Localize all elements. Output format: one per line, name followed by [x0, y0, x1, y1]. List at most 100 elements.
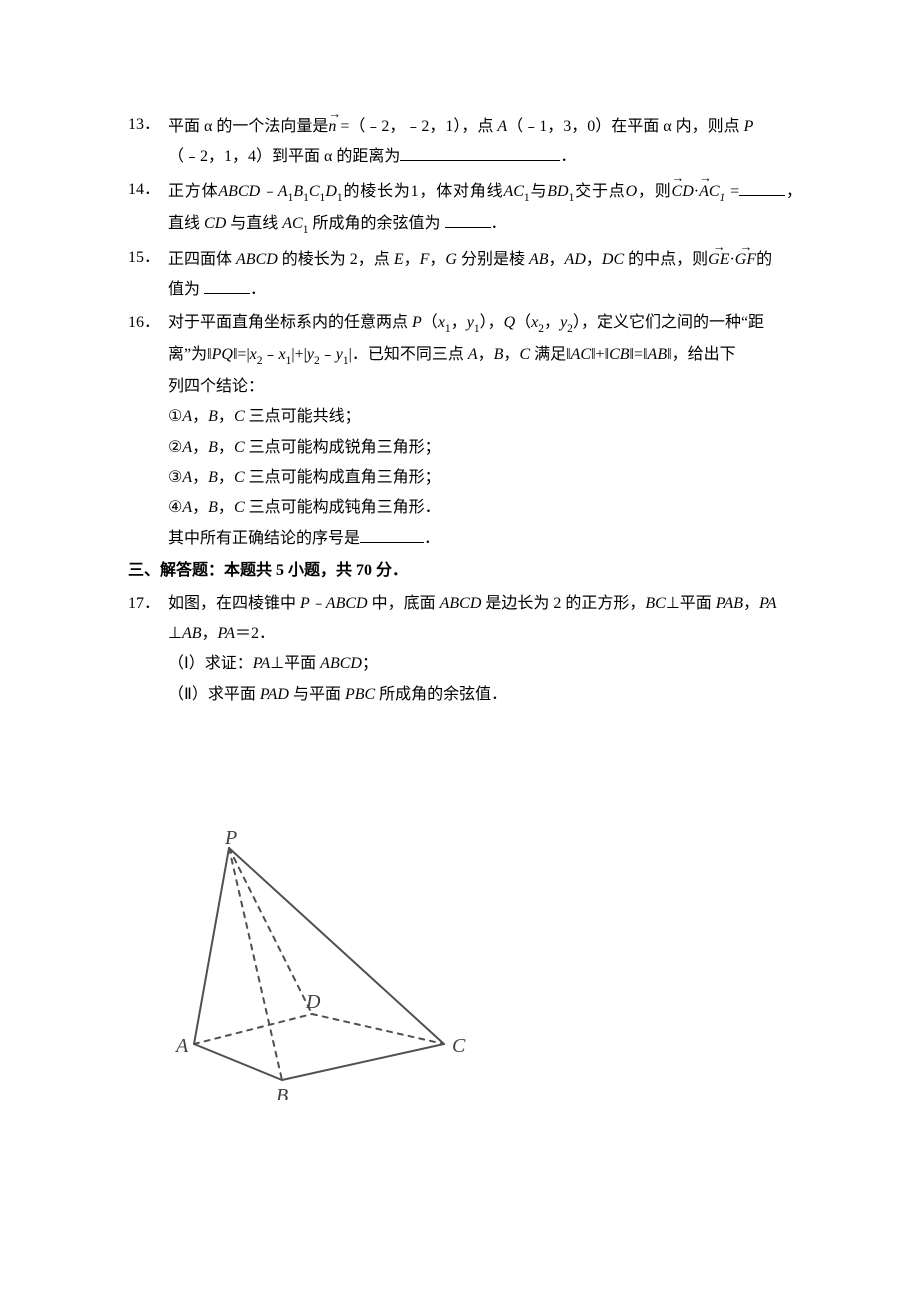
- text: F: [420, 251, 430, 268]
- text: PQ: [212, 346, 233, 363]
- text: Q: [504, 314, 516, 331]
- text: 正四面体: [168, 251, 236, 268]
- text: ．: [250, 281, 266, 298]
- text: ，: [192, 408, 208, 425]
- fill-blank: [445, 214, 491, 228]
- sub: 1: [320, 192, 326, 204]
- text: ，则: [637, 183, 671, 200]
- text: C: [234, 499, 245, 516]
- question-body: 平面 α 的一个法向量是n =（﹣2，﹣2，1），点 A（﹣1，3，0）在平面 …: [168, 110, 802, 173]
- text: AD: [565, 251, 586, 268]
- q15-line1: 正四面体 ABCD 的棱长为 2，点 E，F，G 分别是棱 AB，AD，DC 的…: [168, 243, 802, 275]
- sub: 1: [337, 192, 343, 204]
- question-13: 13． 平面 α 的一个法向量是n =（﹣2，﹣2，1），点 A（﹣1，3，0）…: [128, 110, 802, 173]
- text: （﹣1，3，0）在平面 α 内，则点: [507, 118, 743, 135]
- text: ，: [544, 314, 560, 331]
- fill-blank: [400, 148, 560, 162]
- text: PA: [759, 595, 776, 612]
- text: C: [309, 183, 320, 200]
- fill-blank: [739, 182, 785, 196]
- q13-line1: 平面 α 的一个法向量是n =（﹣2，﹣2，1），点 A（﹣1，3，0）在平面 …: [168, 110, 802, 142]
- question-number: 17．: [128, 589, 168, 619]
- question-number: 14．: [128, 175, 168, 205]
- text: ，: [586, 251, 602, 268]
- text: y: [307, 346, 314, 363]
- text: ，: [503, 346, 519, 363]
- text: PA: [218, 625, 235, 642]
- text: y: [336, 346, 343, 363]
- text: 是边长为 2 的正方形，: [481, 595, 645, 612]
- text: ），: [480, 314, 504, 331]
- text: ，: [218, 499, 234, 516]
- q14-line2: 直线 CD 与直线 AC1 所成角的余弦值为 ．: [168, 209, 802, 241]
- text: 三点可能共线；: [245, 408, 361, 425]
- text: A: [468, 346, 478, 363]
- text: 三点可能构成直角三角形；: [245, 469, 441, 486]
- text: 值为: [168, 281, 204, 298]
- text: AB: [648, 346, 668, 363]
- section-title: 三、解答题：本题共 5 小题，共 70 分．: [128, 556, 802, 586]
- text: B: [208, 499, 218, 516]
- question-body: 对于平面直角坐标系内的任意两点 P（x1，y1），Q（x2，y2），定义它们之间…: [168, 308, 802, 554]
- text: ，: [201, 625, 217, 642]
- text: 所成角的余弦值．: [375, 686, 507, 703]
- vector-n: n: [328, 110, 336, 142]
- sub: 1: [286, 355, 292, 367]
- text: PA: [253, 655, 270, 672]
- question-number: 15．: [128, 243, 168, 273]
- sub: 1: [303, 224, 309, 236]
- text: ，: [218, 469, 234, 486]
- svg-text:P: P: [224, 830, 237, 849]
- text: 正方体: [168, 183, 218, 200]
- vector-AC1: AC1: [699, 175, 725, 209]
- text: E: [394, 251, 404, 268]
- question-body: 正方体ABCD﹣A1B1C1D1的棱长为1，体对角线AC1与BD1交于点O，则C…: [168, 175, 802, 241]
- fill-blank: [204, 281, 250, 295]
- text: D: [325, 183, 337, 200]
- text: PBC: [345, 686, 375, 703]
- text: ；: [362, 655, 378, 672]
- text: 离”为‖: [168, 346, 212, 363]
- text: C: [234, 408, 245, 425]
- text: ，: [218, 439, 234, 456]
- text: ABCD: [320, 655, 362, 672]
- text: G: [445, 251, 457, 268]
- text: ‖+‖: [591, 346, 609, 363]
- text: 如图，在四棱锥中: [168, 595, 300, 612]
- text: ‖=|: [233, 346, 250, 363]
- text: ⊥平面: [270, 655, 320, 672]
- page: 13． 平面 α 的一个法向量是n =（﹣2，﹣2，1），点 A（﹣1，3，0）…: [0, 0, 920, 1302]
- text: ．: [491, 215, 507, 232]
- text: 平面 α 的一个法向量是: [168, 118, 328, 135]
- sub: 1: [524, 192, 530, 204]
- text: 分别是棱: [457, 251, 529, 268]
- text: ，: [192, 439, 208, 456]
- text: A: [182, 499, 192, 516]
- text: 的棱长为 2，点: [278, 251, 394, 268]
- text: ，: [451, 314, 467, 331]
- text: 所成角的余弦值为: [308, 215, 444, 232]
- text: 直线: [168, 215, 204, 232]
- text: BD: [547, 183, 568, 200]
- text: ②: [168, 439, 182, 456]
- text: ③: [168, 469, 182, 486]
- text: ‖=‖: [630, 346, 648, 363]
- text: 与: [530, 183, 548, 200]
- text: P: [412, 314, 422, 331]
- text: ，: [549, 251, 565, 268]
- q17-line1: 如图，在四棱锥中 P﹣ABCD 中，底面 ABCD 是边长为 2 的正方形，BC…: [168, 589, 802, 619]
- q17-part1: （Ⅰ）求证：PA⊥平面 ABCD；: [168, 649, 802, 679]
- sub: 1: [288, 192, 294, 204]
- question-number: 16．: [128, 308, 168, 338]
- text: ⊥: [168, 625, 182, 642]
- question-16: 16． 对于平面直角坐标系内的任意两点 P（x1，y1），Q（x2，y2），定义…: [128, 308, 802, 554]
- text: A: [182, 439, 192, 456]
- text: ，: [218, 408, 234, 425]
- q16-line2: 离”为‖PQ‖=|x2﹣x1|+|y2﹣y1|．已知不同三点 A，B，C 满足‖…: [168, 340, 802, 372]
- text: PAD: [260, 686, 289, 703]
- sub: 1: [569, 192, 575, 204]
- q17-part2: （Ⅱ）求平面 PAD 与平面 PBC 所成角的余弦值．: [168, 680, 802, 710]
- text: AC: [282, 215, 302, 232]
- text: ，: [404, 251, 420, 268]
- q17-figure: PABCD: [174, 830, 802, 1111]
